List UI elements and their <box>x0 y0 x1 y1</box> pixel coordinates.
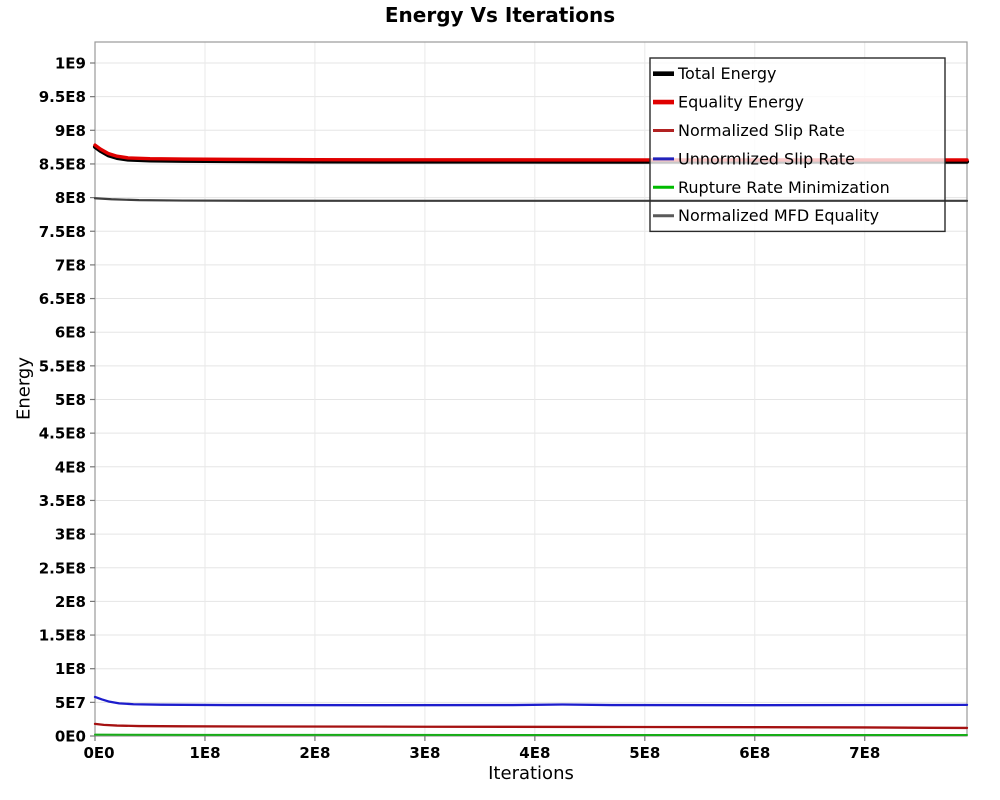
y-tick-label: 2.5E8 <box>39 559 86 577</box>
series-line-unnormlized-slip-rate <box>93 695 969 707</box>
plot-border <box>94 41 968 737</box>
x-tick-label: 1E8 <box>189 744 220 762</box>
legend-frame <box>649 57 946 233</box>
y-tick-label: 9E8 <box>55 122 86 140</box>
y-tick-label: 5E8 <box>55 391 86 409</box>
series-line-normalized-mfd-equality <box>93 197 969 202</box>
x-tick-label: 4E8 <box>519 744 550 762</box>
legend-label: Equality Energy <box>678 93 804 112</box>
series-line-normalized-slip-rate <box>93 722 969 730</box>
y-axis-title: Energy <box>13 356 35 421</box>
x-tick-label: 3E8 <box>409 744 440 762</box>
legend-label: Normalized Slip Rate <box>678 121 845 140</box>
x-tick-label: 6E8 <box>739 744 770 762</box>
y-tick-label: 1.5E8 <box>39 627 86 645</box>
y-tick-label: 1E9 <box>55 55 86 73</box>
y-tick-label: 9.5E8 <box>39 88 86 106</box>
y-tick-label: 8E8 <box>55 189 86 207</box>
y-tick-label: 5E7 <box>55 694 86 712</box>
x-tick-label: 2E8 <box>299 744 330 762</box>
y-tick-label: 3.5E8 <box>39 492 86 510</box>
series-line-equality-energy <box>93 143 969 162</box>
y-tick-label: 2E8 <box>55 593 86 611</box>
x-tick-label: 7E8 <box>849 744 880 762</box>
y-tick-label: 6E8 <box>55 324 86 342</box>
x-axis-title: Iterations <box>488 763 574 784</box>
legend-background <box>650 58 945 232</box>
y-tick-label: 7.5E8 <box>39 223 86 241</box>
x-tick-label: 0E0 <box>83 744 114 762</box>
y-tick-label: 0E0 <box>55 728 86 746</box>
y-tick-label: 6.5E8 <box>39 290 86 308</box>
y-tick-label: 4E8 <box>55 458 86 476</box>
y-tick-label: 5.5E8 <box>39 357 86 375</box>
y-tick-label: 1E8 <box>55 660 86 678</box>
y-tick-label: 4.5E8 <box>39 425 86 443</box>
y-tick-label: 8.5E8 <box>39 155 86 173</box>
legend-label: Rupture Rate Minimization <box>678 178 890 197</box>
legend-label: Total Energy <box>677 64 776 83</box>
y-tick-label: 3E8 <box>55 526 86 544</box>
legend-label: Normalized MFD Equality <box>678 206 879 225</box>
legend-label: Unnormlized Slip Rate <box>678 149 855 168</box>
x-tick-label: 5E8 <box>629 744 660 762</box>
chart-title: Energy Vs Iterations <box>384 3 616 27</box>
y-tick-label: 7E8 <box>55 256 86 274</box>
